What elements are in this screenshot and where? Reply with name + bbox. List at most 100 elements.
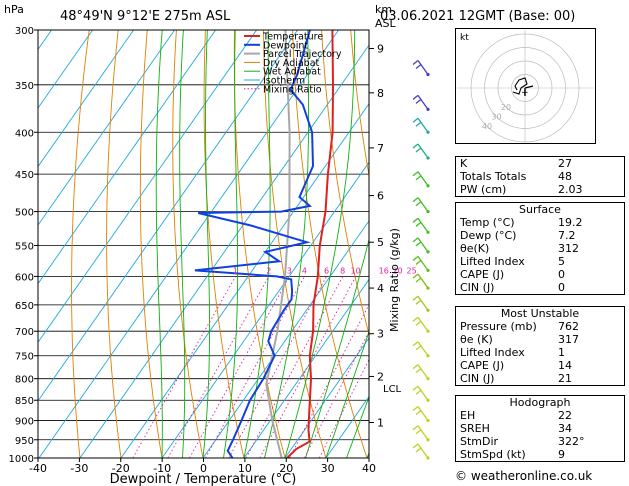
isotherm-line [38, 30, 134, 168]
surface-table: Surface Temp (°C) 19.2 Dewp (°C) 7.2 θe(K) 312… [455, 202, 625, 295]
wind-barb-flag [412, 406, 419, 412]
temperature-tick-label: -30 [70, 462, 88, 475]
hodograph-ring [470, 33, 580, 143]
asl-label: ASL [375, 17, 397, 30]
mixing-ratio-line [245, 276, 344, 458]
dry-adiabat-line [71, 30, 90, 458]
row-value: 22 [558, 409, 572, 422]
row-label: StmDir [460, 435, 499, 448]
temperature-tick-label: -40 [29, 462, 47, 475]
wind-barb-flag [412, 117, 419, 123]
hpa-label: hPa [4, 3, 24, 16]
wind-barb [412, 295, 430, 312]
x-axis-label: Dewpoint / Temperature (°C) [110, 472, 297, 486]
hodograph: kt 20 30 40 + [455, 28, 596, 148]
wind-barb-flag [412, 295, 419, 301]
wind-barb [412, 273, 430, 290]
wind-barb [412, 197, 430, 214]
wind-barb-flag [412, 59, 419, 66]
km-tick-label: 8 [377, 87, 384, 100]
wind-barb [412, 117, 430, 134]
indices-table: K 27 Totals Totals 48 PW (cm) 2.03 [455, 156, 625, 197]
mixing-ratio-label: 2 [266, 266, 271, 275]
wind-barb-flag [415, 147, 422, 153]
pressure-tick-label: 300 [15, 26, 34, 37]
pressure-tick-label: 900 [15, 417, 34, 428]
row-value: 7.2 [558, 229, 576, 242]
table-row: Temp (°C) 19.2 [456, 216, 625, 229]
row-value: 19.2 [558, 216, 583, 229]
row-value: 27 [558, 157, 572, 170]
wet-adiabat-line [264, 30, 309, 458]
table-title: Hodograph [509, 396, 571, 409]
wind-barb-dot [426, 72, 430, 77]
km-tick-label: 2 [377, 370, 384, 383]
hodograph-ring [511, 74, 539, 102]
wet-adiabat-line [202, 30, 211, 458]
row-label: CIN (J) [460, 372, 495, 385]
wind-barb-flag [415, 221, 422, 227]
wind-barb [412, 364, 430, 381]
pressure-tick-label: 650 [15, 301, 34, 312]
hodograph-ring [497, 60, 553, 116]
wind-barb-staff [417, 237, 429, 253]
row-value: 0 [558, 268, 565, 281]
row-value: 34 [558, 422, 572, 435]
row-value: 21 [558, 372, 572, 385]
row-value: 0 [558, 281, 565, 294]
table-row: Dewp (°C) 7.2 [456, 229, 625, 242]
wind-barb [412, 94, 430, 111]
wind-barb-staff [417, 171, 429, 187]
credit: © weatheronline.co.uk [455, 469, 593, 483]
legend-item-label: Parcel Trajectory [263, 49, 342, 60]
isotherm-line [161, 161, 369, 458]
hodograph-ring-label: 20 [501, 103, 511, 112]
wind-barb-flag [412, 171, 419, 177]
wind-barb-flag [415, 63, 422, 70]
wind-barb-flag [412, 273, 419, 279]
legend-item-label: Dry Adiabat [263, 58, 320, 69]
row-value: 48 [558, 170, 572, 183]
wind-barb-staff [417, 117, 429, 133]
isotherm-line [202, 220, 369, 458]
km-tick-label: 6 [377, 190, 384, 203]
mixing-ratio-line [132, 276, 236, 458]
mixing-ratio-label: 16 [379, 266, 389, 275]
dry-adiabat-line [263, 30, 327, 458]
km-tick-label: 1 [377, 417, 384, 430]
wind-barb-flag [412, 217, 419, 223]
row-label: Lifted Index [460, 346, 525, 359]
row-label: CIN (J) [460, 281, 495, 294]
isotherm-line [0, 30, 11, 458]
wind-barb-flag [415, 389, 422, 395]
mixing-ratio-line [303, 330, 369, 458]
row-label: Lifted Index [460, 255, 525, 268]
row-value: 322° [558, 435, 585, 448]
temperature-tick-label: 20 [279, 462, 293, 475]
dry-adiabat-line [139, 30, 163, 458]
table-row: CIN (J) 0 [456, 281, 625, 295]
wind-barb-flag [412, 443, 419, 449]
wind-barb-staff [417, 341, 429, 357]
table-row: StmSpd (kt) 9 [456, 448, 625, 462]
wind-barb-flag [415, 320, 422, 326]
wet-adiabat-line [243, 30, 271, 458]
dry-adiabat-line [203, 30, 245, 458]
wind-barb [412, 59, 430, 77]
isotherm-line [38, 30, 93, 109]
table-row: θe(K) 312 [456, 242, 625, 255]
mixing-ratio-line [205, 276, 305, 458]
isotherm-line [120, 102, 369, 458]
km-label: km [375, 3, 392, 16]
wind-barb-flag [415, 299, 422, 305]
pressure-tick-label: 600 [15, 272, 34, 283]
wind-barb-flag [415, 447, 422, 453]
mixing-ratio-label: 1 [233, 266, 238, 275]
wind-barb-staff [417, 256, 429, 271]
km-tick-label: 3 [377, 328, 384, 341]
isotherm-line [284, 337, 369, 458]
wind-barb [412, 443, 430, 460]
wind-barb-flag [415, 345, 422, 351]
wind-barb-flag [412, 425, 419, 431]
